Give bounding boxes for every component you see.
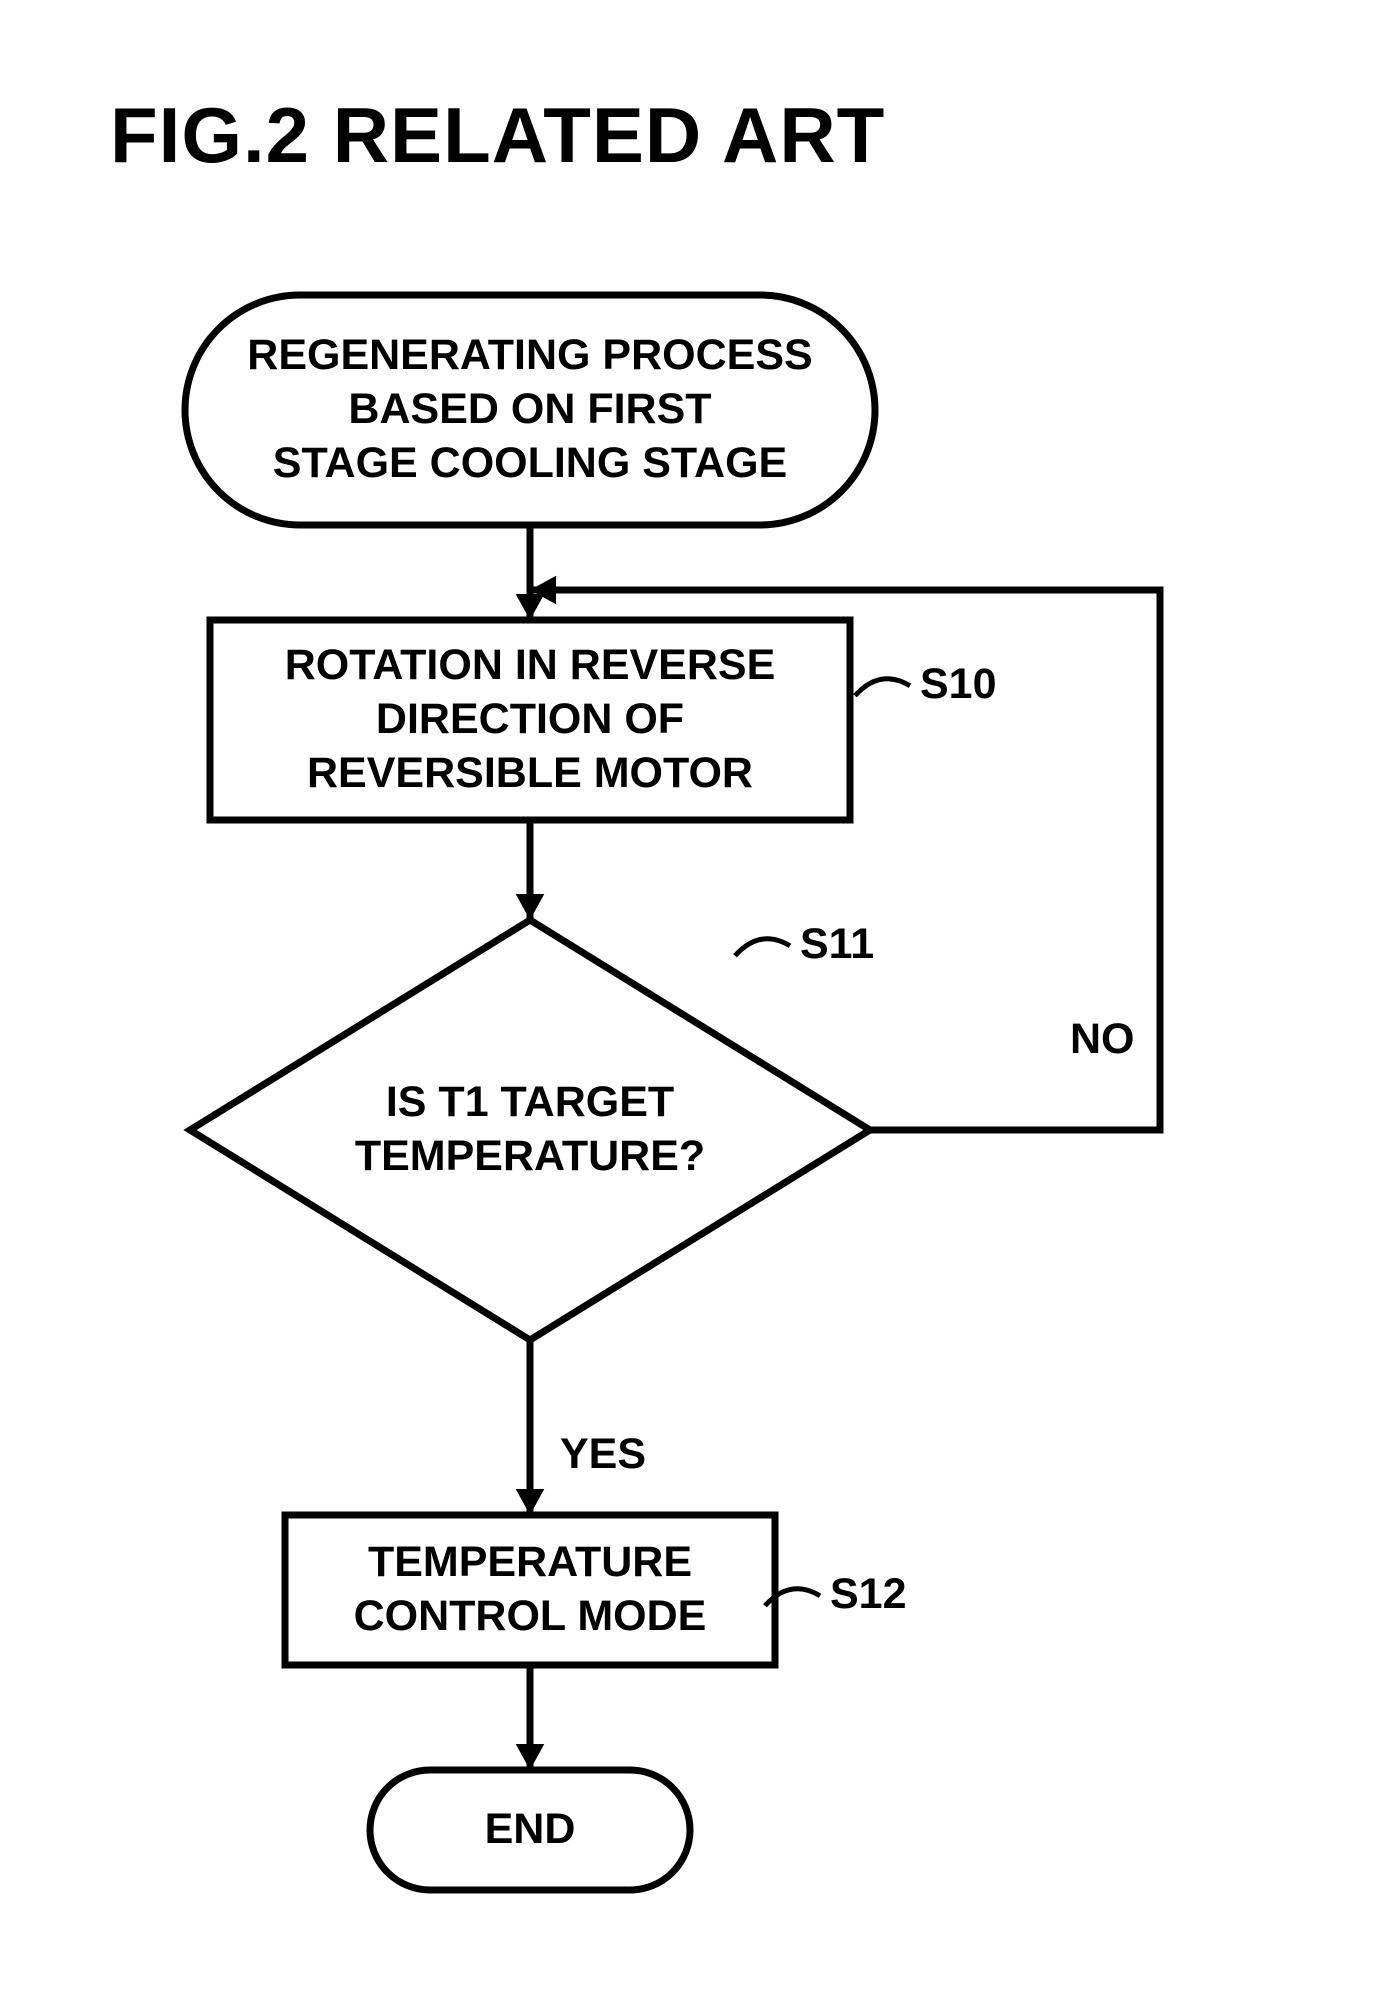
edge-0-arrow	[516, 594, 545, 620]
branch-label-yes: YES	[560, 1430, 646, 1479]
node-s11-text: IS T1 TARGET TEMPERATURE?	[190, 920, 870, 1340]
node-s10-text: ROTATION IN REVERSE DIRECTION OF REVERSI…	[210, 620, 850, 820]
node-s12-text: TEMPERATURE CONTROL MODE	[285, 1515, 775, 1665]
edge-2-arrow	[516, 1489, 545, 1515]
node-s10-label-tick	[855, 679, 910, 696]
edge-1-arrow	[516, 894, 545, 920]
figure-title: FIG.2 RELATED ART	[110, 90, 885, 181]
node-s11-label: S11	[800, 920, 874, 969]
branch-label-no: NO	[1070, 1015, 1135, 1064]
edge-3-arrow	[516, 1744, 545, 1770]
node-s12-label: S12	[830, 1570, 907, 1619]
node-start-text: REGENERATING PROCESS BASED ON FIRST STAG…	[185, 295, 875, 525]
node-end-text: END	[370, 1770, 690, 1890]
node-s10-label: S10	[920, 660, 997, 709]
